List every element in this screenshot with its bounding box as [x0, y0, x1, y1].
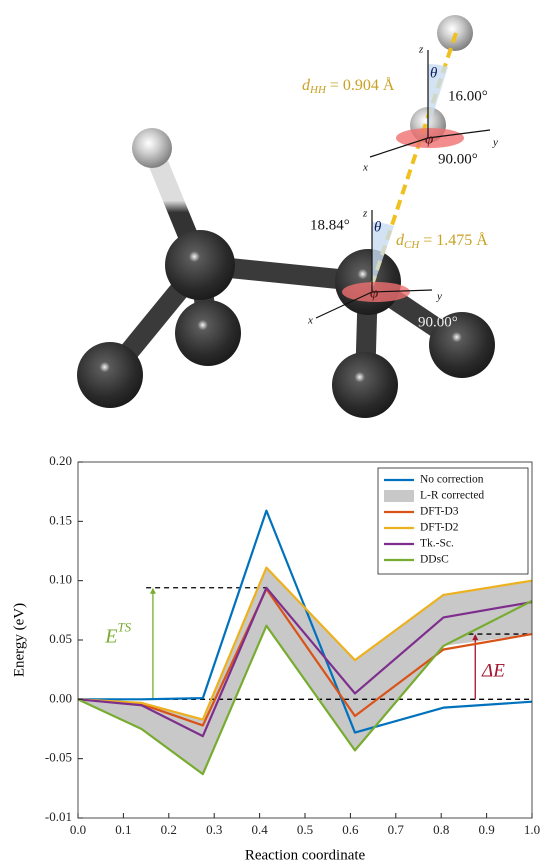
- angle-label: 90.00°: [418, 314, 458, 330]
- y-tick-label: 0.00: [49, 690, 72, 705]
- legend-label: No correction: [420, 474, 484, 486]
- bonds: [100, 255, 472, 395]
- atom-c: [175, 300, 241, 366]
- legend-label: DDsC: [420, 554, 449, 566]
- axis-label: x: [362, 162, 368, 174]
- series-line: [77, 586, 533, 738]
- x-tick-label: 0.3: [206, 822, 222, 837]
- x-tick-label: 0.0: [70, 822, 86, 837]
- x-tick-label: 0.2: [161, 822, 177, 837]
- legend-label: Tk.-Sc.: [420, 538, 454, 550]
- angle-label: 16.00°: [448, 88, 488, 104]
- x-tick-label: 0.1: [115, 822, 131, 837]
- series-line: [77, 599, 533, 776]
- x-tick-label: 0.5: [297, 822, 313, 837]
- theta: θ: [374, 219, 382, 235]
- molecule: z y x z y x θ θ φ φ 16.00° 90.00° 18.84°…: [77, 15, 498, 418]
- axis-label: z: [362, 208, 368, 220]
- atom-c: [429, 312, 495, 378]
- x-tick-label: 0.8: [433, 822, 449, 837]
- x-tick-label: 0.7: [388, 822, 405, 837]
- arrow-head: [149, 587, 156, 594]
- x-tick-label: 0.9: [478, 822, 494, 837]
- theta-wedge: [428, 63, 448, 130]
- angle-label: 18.84°: [310, 217, 350, 233]
- legend-swatch: [384, 490, 414, 502]
- atom-c: [165, 230, 235, 300]
- legend-label: DFT-D2: [420, 522, 459, 534]
- legend-label: L-R corrected: [420, 490, 484, 502]
- y-axis-label: Energy (eV): [11, 603, 27, 677]
- axes: [315, 50, 491, 319]
- annotation: ETS: [104, 620, 131, 648]
- x-tick-label: 0.6: [342, 822, 359, 837]
- y-tick-label: -0.05: [45, 750, 72, 765]
- atom-c: [77, 342, 143, 408]
- axis-label: x: [307, 315, 313, 327]
- x-tick-label: 0.4: [251, 822, 268, 837]
- distance-label: dHH = 0.904 Å: [302, 76, 395, 96]
- y-tick-label: -0.01: [45, 809, 72, 824]
- axis-label: y: [436, 291, 442, 303]
- atom-c: [332, 352, 398, 418]
- annotation: ΔE: [481, 660, 505, 681]
- distance-label: dCH = 1.475 Å: [396, 231, 488, 251]
- phi: φ: [425, 131, 433, 147]
- legend-label: DFT-D3: [420, 506, 459, 518]
- angle-label: 90.00°: [438, 151, 478, 167]
- theta-wedge: [372, 222, 394, 290]
- arrow-head: [472, 634, 479, 641]
- axis-label: y: [492, 137, 498, 149]
- phi: φ: [370, 285, 378, 301]
- x-axis-label: Reaction coordinate: [245, 847, 366, 863]
- chart: ETS ΔE -0.01 -0.05 0.00 0.05 0.10 0.15 0.20 0.0 0.…: [11, 453, 540, 863]
- annotation-text: E: [104, 625, 117, 647]
- annotation-sup: TS: [117, 620, 131, 635]
- series-line: [77, 566, 533, 721]
- series-line: [78, 509, 533, 734]
- x-tick-label: 1.0: [524, 822, 540, 837]
- theta: θ: [430, 65, 438, 81]
- legend-box: [377, 467, 529, 575]
- y-tick-label: 0.10: [49, 572, 72, 587]
- atom-h: [132, 128, 172, 168]
- y-tick-label: 0.15: [49, 512, 72, 527]
- y-tick-label: 0.05: [49, 631, 72, 646]
- y-tick-label: 0.20: [49, 453, 72, 468]
- bond-axis: [370, 32, 458, 286]
- axis-label: z: [418, 44, 424, 56]
